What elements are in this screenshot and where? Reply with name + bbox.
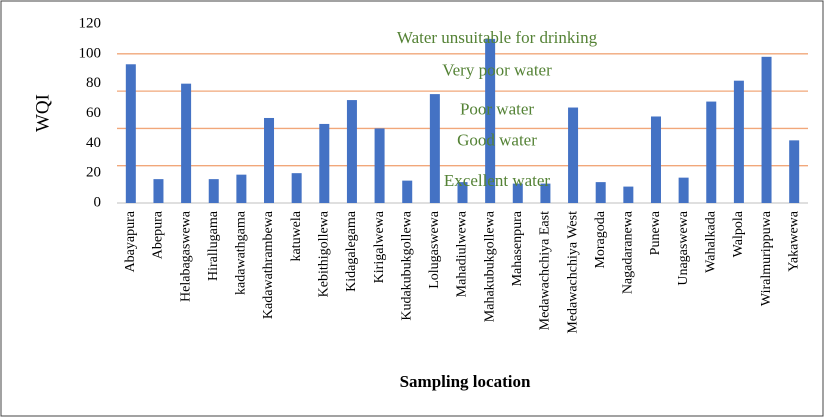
bar <box>650 116 661 203</box>
x-tick-label: kadawathgama <box>234 210 249 295</box>
x-tick-label: Helabagaswewa <box>178 210 193 302</box>
x-tick-label: Nagadaranewa <box>621 210 636 294</box>
bar <box>595 182 606 203</box>
bar <box>402 180 413 203</box>
y-tick-label: 120 <box>79 15 102 31</box>
x-tick-label: Punewa <box>648 210 663 255</box>
bar <box>568 107 579 203</box>
bar <box>512 183 523 203</box>
x-tick-label: Yakawewa <box>786 210 801 272</box>
bar <box>457 182 468 203</box>
bar <box>181 83 192 203</box>
bar <box>706 101 717 203</box>
bar <box>319 123 330 203</box>
y-tick-label: 40 <box>86 135 101 151</box>
bar <box>678 177 689 203</box>
bar <box>208 179 219 203</box>
x-tick-label: Lolugaswewa <box>427 210 442 289</box>
zone-label: Good water <box>457 131 537 150</box>
x-tick-label: Walpola <box>731 210 746 257</box>
x-tick-label: Unagaswewa <box>676 210 691 285</box>
x-tick-label: Kidagalegama <box>344 210 359 292</box>
x-tick-label: Medawachchiya East <box>538 211 553 330</box>
bar <box>125 64 136 204</box>
x-tick-label: Abepura <box>151 210 166 259</box>
bar <box>761 56 772 203</box>
y-tick-label: 100 <box>79 45 102 61</box>
bar <box>346 100 357 203</box>
bar <box>540 183 551 203</box>
bar <box>291 173 302 203</box>
bar <box>623 186 634 203</box>
x-tick-label: Mahasenpura <box>510 210 525 286</box>
bar <box>153 179 164 203</box>
zone-label: Water unsuitable for drinking <box>397 28 598 47</box>
bar <box>374 128 385 203</box>
x-tick-label: Wahalkada <box>703 210 718 273</box>
x-tick-label: Kadawathrambewa <box>261 210 276 319</box>
bar <box>789 140 800 203</box>
x-axis-label: Sampling location <box>400 372 531 391</box>
x-tick-label: Moragoda <box>593 210 608 268</box>
x-tick-label: Medawachchiya West <box>565 211 580 334</box>
x-tick-label: katuwela <box>289 210 304 261</box>
y-tick-label: 80 <box>86 75 101 91</box>
x-tick-label: Hirallugama <box>206 210 221 281</box>
bar <box>236 174 247 203</box>
zone-label: Excellent water <box>444 171 551 190</box>
x-tick-label: Abayapura <box>123 210 138 272</box>
y-tick-label: 0 <box>94 194 102 210</box>
x-tick-label: Kirigalwewa <box>372 210 387 283</box>
zone-label: Very poor water <box>442 61 552 80</box>
bar <box>733 80 744 203</box>
x-tick-label: Mahakubukgollewa <box>482 210 497 322</box>
x-tick-label: Wiralmurippuwa <box>759 210 774 306</box>
x-tick-label: Kebithigollewa <box>317 210 332 297</box>
zone-label: Poor water <box>460 99 534 118</box>
bar <box>485 38 496 203</box>
y-tick-label: 60 <box>86 105 101 121</box>
x-tick-label: Kudakubukgollewa <box>399 210 414 320</box>
x-tick-label: Mahadiulwewa <box>455 210 470 297</box>
bar <box>429 94 440 203</box>
y-axis-label: WQI <box>32 94 53 132</box>
bar <box>264 117 275 203</box>
y-tick-label: 20 <box>86 165 101 181</box>
